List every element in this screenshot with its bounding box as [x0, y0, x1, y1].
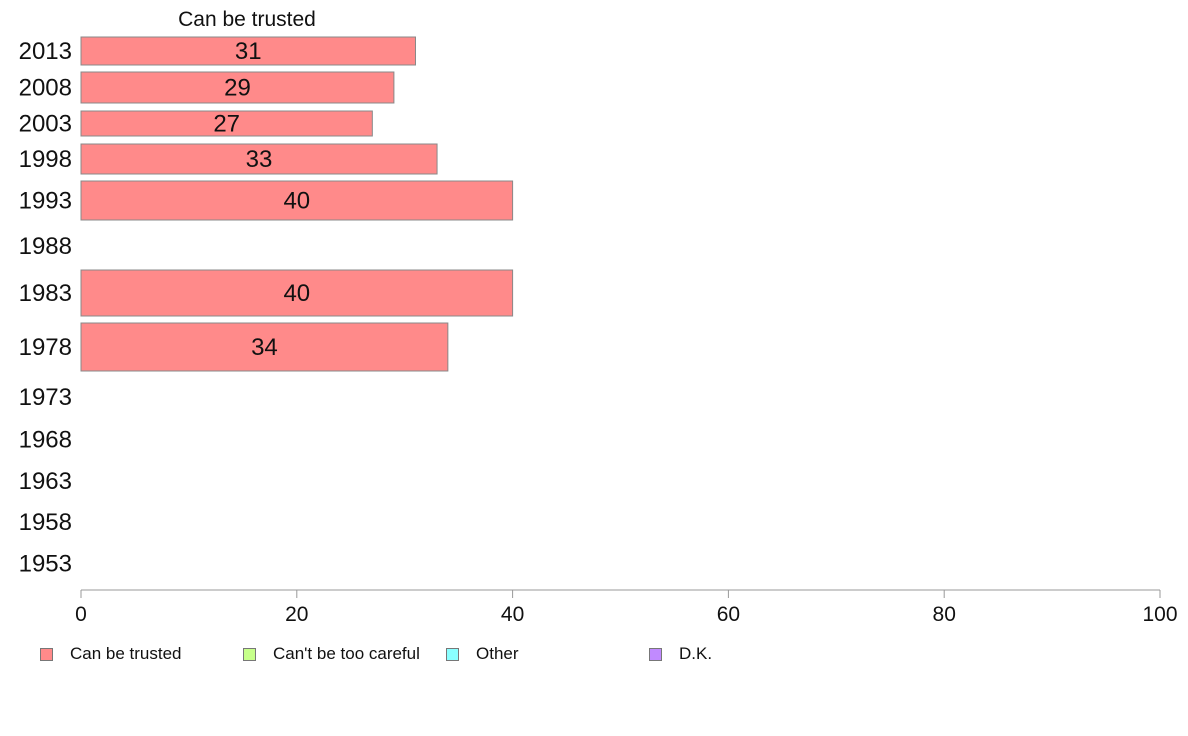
bar-value-label-1993: 40 — [283, 188, 310, 215]
legend-swatch-can-be-trusted — [40, 647, 53, 661]
bars-group — [80, 36, 514, 372]
legend-item-can-be-trusted: Can be trusted — [40, 644, 182, 664]
x-ticks-group: 0 20 40 60 80 100 — [75, 590, 1178, 626]
bar-1983 — [80, 269, 514, 317]
legend-swatch-cant-be-too-careful — [243, 647, 256, 661]
category-label-1973: 1973 — [19, 384, 72, 411]
category-label-1963: 1963 — [19, 468, 72, 495]
legend-label-other: Other — [476, 644, 519, 663]
category-label-2013: 2013 — [19, 38, 72, 65]
legend: Can be trusted Can't be too careful Othe… — [0, 644, 1188, 664]
category-label-1993: 1993 — [19, 188, 72, 215]
bar-2008 — [80, 71, 395, 104]
category-label-2008: 2008 — [19, 75, 72, 102]
bar-1993 — [80, 180, 514, 221]
x-tick-label-100: 100 — [1142, 603, 1177, 626]
category-label-2003: 2003 — [19, 111, 72, 138]
legend-item-other: Other — [446, 644, 519, 664]
bar-value-label-2003: 27 — [213, 111, 240, 138]
bar-value-label-2008: 29 — [224, 75, 251, 102]
bar-value-label-1998: 33 — [246, 146, 273, 173]
x-tick-label-60: 60 — [717, 603, 740, 626]
chart-title: Can be trusted — [178, 8, 316, 31]
bar-2003 — [80, 110, 373, 137]
category-label-1998: 1998 — [19, 146, 72, 173]
category-label-1968: 1968 — [19, 427, 72, 454]
category-labels-group: 2013 2008 2003 1998 1993 1988 1983 1978 1973 1968… — [19, 38, 72, 578]
bar-value-label-1978: 34 — [251, 334, 278, 361]
bar-1978 — [80, 322, 449, 372]
bar-value-label-2013: 31 — [235, 38, 262, 65]
bar-value-label-1983: 40 — [283, 280, 310, 307]
x-tick-label-0: 0 — [75, 603, 87, 626]
x-tick-label-80: 80 — [933, 603, 956, 626]
category-label-1983: 1983 — [19, 280, 72, 307]
legend-item-cant-be-too-careful: Can't be too careful — [243, 644, 420, 664]
legend-swatch-other — [446, 647, 459, 661]
x-tick-label-40: 40 — [501, 603, 524, 626]
category-label-1978: 1978 — [19, 334, 72, 361]
legend-swatch-dk — [649, 647, 662, 661]
legend-label-can-be-trusted: Can be trusted — [70, 644, 182, 663]
x-tick-label-20: 20 — [285, 603, 308, 626]
legend-label-cant-be-too-careful: Can't be too careful — [273, 644, 420, 663]
bar-1998 — [80, 143, 438, 175]
category-label-1953: 1953 — [19, 551, 72, 578]
legend-item-dk: D.K. — [649, 644, 712, 664]
legend-label-dk: D.K. — [679, 644, 713, 663]
category-label-1958: 1958 — [19, 509, 72, 536]
bar-2013 — [80, 36, 416, 66]
category-label-1988: 1988 — [19, 233, 72, 260]
